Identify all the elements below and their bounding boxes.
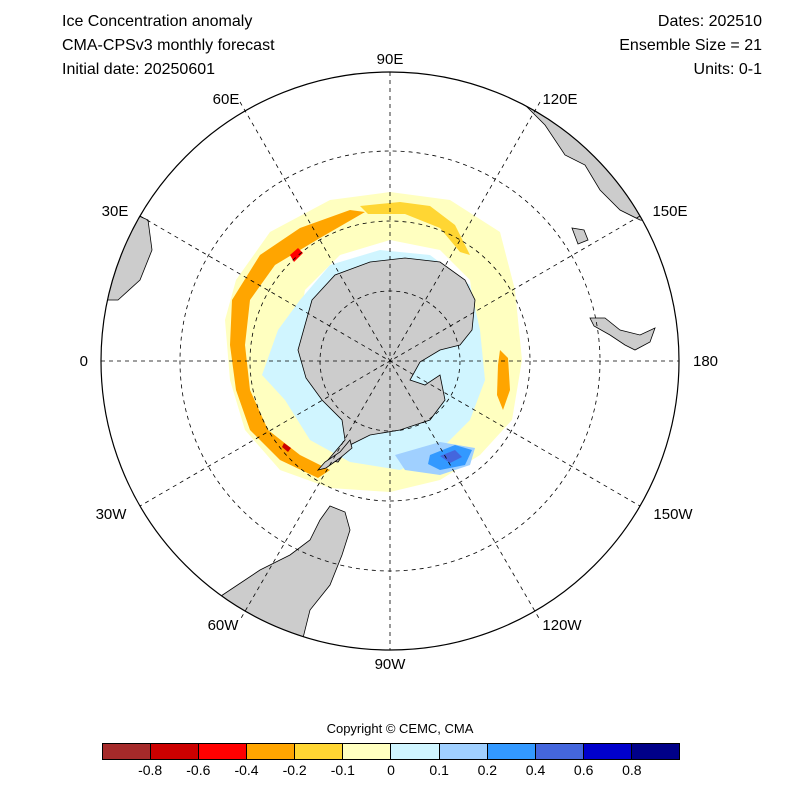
anomaly-zone-gold: [360, 202, 470, 255]
colorbar-swatch: [535, 744, 584, 759]
header-right: Dates: 202510 Ensemble Size = 21 Units: …: [619, 10, 762, 82]
colorbar-swatch: [151, 744, 200, 759]
lon-label-60e: 60E: [213, 91, 240, 108]
colorbar-swatch: [439, 744, 488, 759]
ensemble-size: Ensemble Size = 21: [619, 37, 762, 54]
colorbar-swatch: [295, 744, 344, 759]
colorbar-ticks: -0.8 -0.6 -0.4 -0.2 -0.1 0 0.1 0.2 0.4 0.6 0.8: [0, 762, 800, 782]
lon-label-120w: 120W: [542, 617, 582, 634]
anomaly-zone-orange-east: [497, 350, 510, 410]
colorbar-swatch: [343, 744, 392, 759]
colorbar-swatch: [247, 744, 296, 759]
colorbar-swatch: [583, 744, 632, 759]
colorbar-tick-label: -0.4: [234, 762, 259, 778]
colorbar-swatch: [631, 744, 679, 759]
colorbar-tick-label: -0.6: [186, 762, 211, 778]
forecast-dates: Dates: 202510: [657, 13, 762, 30]
anomaly-zone-red-1: [290, 248, 303, 262]
colorbar-tick-label: -0.8: [138, 762, 163, 778]
colorbar-tick-label: -0.2: [282, 762, 307, 778]
tasmania-land: [571, 227, 589, 245]
map-title: Ice Concentration anomaly: [62, 13, 253, 30]
lon-label-30e: 30E: [102, 203, 129, 220]
anomaly-zone-orange: [230, 210, 365, 478]
colorbar-tick-label: 0.2: [477, 762, 498, 778]
model-name: CMA-CPSv3 monthly forecast: [62, 37, 275, 54]
lon-label-90e: 90E: [377, 51, 404, 68]
colorbar-tick-label: 0.8: [622, 762, 642, 778]
graticule: [101, 72, 679, 650]
initial-date: Initial date: 20250601: [62, 61, 216, 78]
lon-label-30w: 30W: [96, 506, 128, 523]
lon-label-120e: 120E: [542, 91, 577, 108]
colorbar-swatch: [199, 744, 248, 759]
antarctica-land: [297, 257, 476, 463]
units-label: Units: 0-1: [693, 61, 762, 78]
colorbar-swatch: [391, 744, 440, 759]
colorbar-tick-label: 0.6: [573, 762, 594, 778]
anomaly-zone-dark-blue: [440, 450, 462, 463]
colorbar-tick-label: 0.4: [525, 762, 546, 778]
lon-label-150w: 150W: [653, 506, 693, 523]
new-zealand-land: [589, 317, 656, 351]
colorbar-tick-label: -0.1: [330, 762, 355, 778]
lon-label-0: 0: [80, 353, 88, 370]
anomaly-zone-red-2: [282, 443, 291, 452]
colorbar-swatch: [487, 744, 536, 759]
lon-label-150e: 150E: [652, 203, 687, 220]
colorbar-tick-label: 0: [387, 762, 395, 778]
lon-label-60w: 60W: [208, 617, 240, 634]
lon-label-90w: 90W: [375, 656, 407, 673]
copyright-notice: Copyright © CEMC, CMA: [326, 721, 474, 736]
colorbar-swatch: [103, 744, 152, 759]
colorbar: [102, 743, 680, 760]
header-left: Ice Concentration anomaly CMA-CPSv3 mont…: [62, 10, 275, 82]
map-border: [100, 71, 680, 651]
antarctic-peninsula-land: [316, 439, 353, 471]
colorbar-tick-label: 0.1: [429, 762, 449, 778]
lon-label-180: 180: [693, 353, 718, 370]
